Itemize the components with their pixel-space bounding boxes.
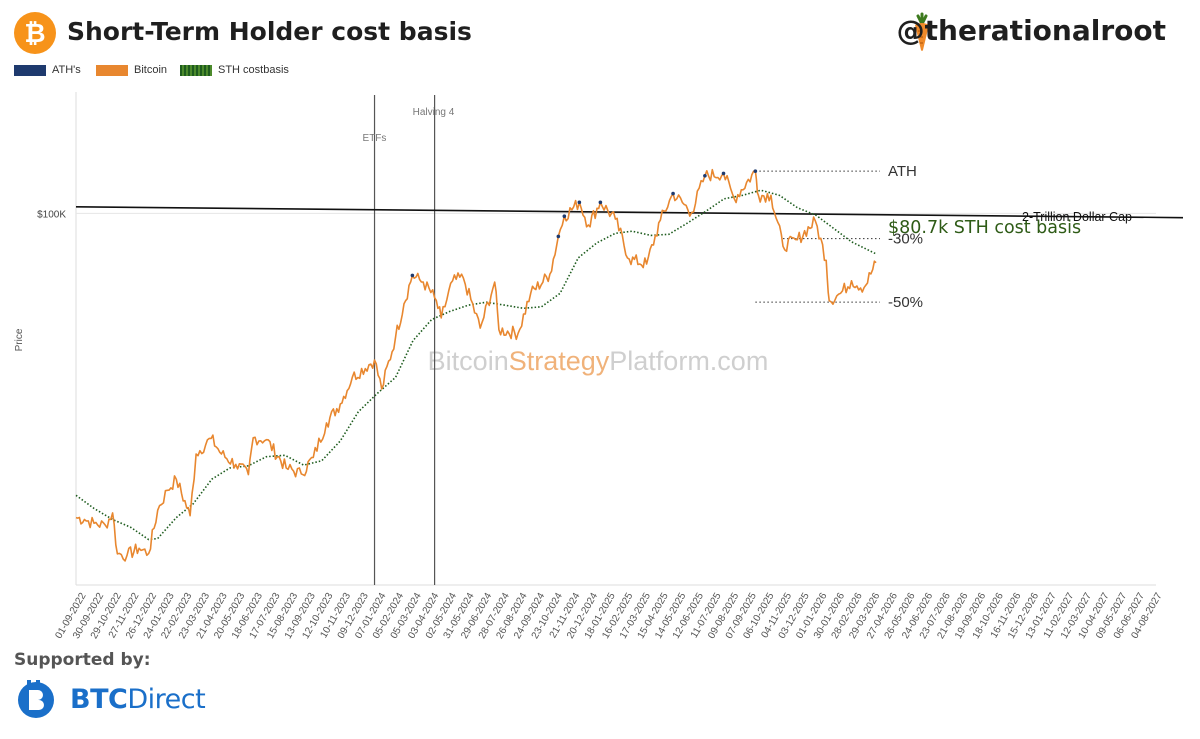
marker-label-halving: Halving 4: [413, 107, 455, 118]
legend-item-ath[interactable]: ATH's: [14, 64, 81, 76]
bitcoin-icon: ₿: [14, 12, 56, 54]
watermark-part: Platform.com: [609, 346, 768, 376]
ath-point: [562, 214, 567, 218]
price-chart: $100KPriceBitcoinStrategyPlatform.com01-…: [14, 92, 1184, 641]
watermark-part: Bitcoin: [428, 346, 509, 376]
series-line-sth-costbasis: [75, 189, 877, 541]
watermark: BitcoinStrategyPlatform.com: [428, 346, 769, 376]
legend-item-bitcoin[interactable]: Bitcoin: [96, 64, 167, 76]
sth-callout-label: $80.7k STH cost basis: [888, 218, 1081, 238]
header: ₿ Short-Term Holder cost basis @theratio…: [0, 0, 1200, 62]
btcdirect-icon: [18, 680, 54, 718]
sponsor-name-light: Direct: [127, 684, 206, 715]
page-title: Short-Term Holder cost basis: [67, 17, 472, 46]
ath-point: [556, 234, 561, 239]
carrot-icon: [915, 12, 929, 51]
ath-point: [703, 173, 707, 178]
reference-label: -30%: [888, 231, 923, 248]
author-handle: @therationalroot: [896, 14, 1166, 47]
y-tick-label: $100K: [37, 209, 66, 220]
cap-line: [75, 206, 1184, 219]
supported-by-label: Supported by:: [14, 650, 151, 670]
y-axis-label: Price: [14, 328, 25, 351]
cap-line-label: 2-Trillion Dollar Cap: [1022, 210, 1132, 224]
marker-label-etfs: ETFs: [363, 133, 387, 144]
reference-label: ATH: [888, 163, 917, 180]
reference-label: -50%: [888, 294, 923, 311]
ath-point: [577, 200, 582, 205]
legend-swatch: [14, 64, 46, 76]
legend-label: ATH's: [52, 64, 81, 76]
legend-item-sth-costbasis[interactable]: STH costbasis: [180, 64, 289, 76]
watermark-part: Strategy: [509, 346, 610, 376]
ath-point: [598, 200, 603, 205]
series-line-bitcoin: [75, 168, 877, 562]
legend-label: Bitcoin: [134, 64, 168, 76]
ath-point: [410, 273, 415, 278]
legend-swatch: [180, 64, 212, 76]
legend-swatch: [96, 64, 128, 76]
ath-point: [753, 169, 758, 173]
ath-point: [721, 171, 726, 176]
sponsor-name: BTCDirect: [70, 684, 206, 715]
sponsor-logo[interactable]: BTCDirect: [14, 674, 206, 724]
ath-point: [671, 191, 675, 196]
legend-label: STH costbasis: [218, 64, 289, 76]
sponsor-name-bold: BTC: [70, 684, 128, 715]
